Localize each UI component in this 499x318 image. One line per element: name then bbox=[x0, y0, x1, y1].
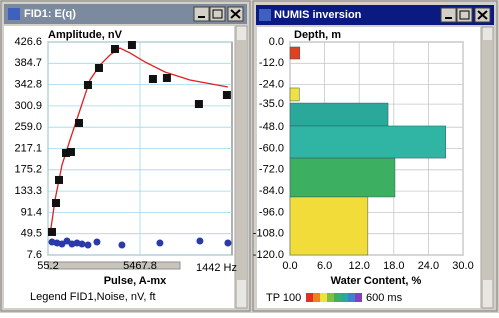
colorbar-swatch bbox=[327, 293, 334, 302]
title-bar bbox=[4, 4, 247, 24]
x-tick-label: 0.0 bbox=[282, 260, 297, 272]
colorbar-swatch bbox=[334, 293, 341, 302]
y-tick-label: -84.0 bbox=[259, 185, 284, 197]
square-marker bbox=[127, 40, 136, 49]
square-marker bbox=[61, 148, 70, 157]
y-tick-label: 49.5 bbox=[21, 228, 42, 240]
circle-marker bbox=[156, 239, 164, 247]
y-tick-label: -60.0 bbox=[259, 142, 284, 154]
circle-marker bbox=[84, 241, 92, 249]
window-icon bbox=[259, 9, 271, 21]
x-tick-label: 30.0 bbox=[452, 260, 473, 272]
colorbar-swatch bbox=[306, 293, 313, 302]
square-marker bbox=[162, 73, 171, 82]
x-tick-label: 5467.8 bbox=[123, 260, 157, 272]
square-marker bbox=[110, 45, 119, 54]
y-tick-label: 300.9 bbox=[14, 100, 42, 112]
layer-bar bbox=[289, 102, 389, 127]
circle-marker bbox=[93, 238, 101, 246]
circle-marker bbox=[118, 241, 126, 249]
minimize-button[interactable] bbox=[193, 6, 210, 22]
x-tick-label: 18.0 bbox=[383, 260, 404, 272]
y-tick-label: 259.0 bbox=[14, 121, 42, 133]
y-tick-label: -12.0 bbox=[259, 57, 284, 69]
y-tick-label: 217.1 bbox=[14, 142, 42, 154]
x-axis-label: Water Content, % bbox=[331, 275, 422, 287]
close-icon bbox=[477, 10, 488, 20]
layer-bar bbox=[289, 196, 369, 256]
square-marker bbox=[194, 100, 203, 109]
layer-bar bbox=[289, 46, 301, 60]
window-buttons bbox=[193, 6, 244, 22]
x-tick-label: 6.0 bbox=[317, 260, 332, 272]
minimize-button[interactable] bbox=[440, 7, 457, 23]
y-tick-label: 133.3 bbox=[14, 185, 42, 197]
square-marker bbox=[222, 91, 231, 100]
window-icon bbox=[8, 8, 20, 20]
y-tick-label: 426.6 bbox=[14, 36, 42, 48]
legend-text: Legend FID1,Noise, nV, ft bbox=[30, 291, 156, 303]
y-tick-label: 384.7 bbox=[14, 57, 42, 69]
square-marker bbox=[66, 148, 75, 157]
colorbar-swatch bbox=[355, 293, 362, 302]
close-icon bbox=[230, 9, 241, 19]
x-tick-label: 55.2 bbox=[37, 260, 58, 272]
y-tick-label: -24.0 bbox=[259, 79, 284, 91]
x-tick-label: 12.0 bbox=[348, 260, 369, 272]
scroll-thumb[interactable] bbox=[483, 40, 492, 280]
frequency-label: 1442 Hz bbox=[196, 262, 237, 274]
colorbar-swatch bbox=[320, 293, 327, 302]
y-tick-label: -72.0 bbox=[259, 164, 284, 176]
circle-marker bbox=[196, 237, 204, 245]
y-tick-label: 7.6 bbox=[27, 249, 42, 261]
y-axis-label: Amplitude, nV bbox=[48, 29, 123, 41]
circle-marker bbox=[78, 240, 86, 248]
x-tick-label: 24.0 bbox=[418, 260, 439, 272]
y-tick-label: -35.0 bbox=[259, 98, 284, 110]
colorbar-right-label: 600 ms bbox=[366, 292, 403, 304]
square-marker bbox=[94, 63, 103, 72]
y-tick-label: 0.0 bbox=[269, 36, 284, 48]
colorbar-swatch bbox=[341, 293, 348, 302]
square-marker bbox=[83, 81, 92, 90]
y-tick-label: -120.0 bbox=[253, 249, 284, 261]
square-marker bbox=[148, 75, 157, 84]
window-title: NUMIS inversion bbox=[274, 9, 362, 21]
scroll-thumb[interactable] bbox=[237, 40, 246, 280]
maximize-icon bbox=[459, 10, 470, 20]
circle-marker bbox=[224, 239, 232, 247]
y-tick-label: -96.0 bbox=[259, 206, 284, 218]
colorbar-left-label: TP 100 bbox=[266, 292, 301, 304]
colorbar-swatch bbox=[348, 293, 355, 302]
y-tick-label: 175.2 bbox=[14, 164, 42, 176]
window-buttons bbox=[440, 7, 491, 23]
layer-bar bbox=[289, 157, 396, 198]
layer-bar bbox=[289, 87, 300, 102]
maximize-icon bbox=[212, 9, 223, 19]
slider[interactable] bbox=[47, 261, 181, 270]
y-tick-label: -48.0 bbox=[259, 121, 284, 133]
y-tick-label: 91.4 bbox=[21, 206, 42, 218]
maximize-button[interactable] bbox=[456, 7, 473, 23]
colorbar bbox=[306, 293, 362, 302]
square-marker bbox=[47, 227, 56, 236]
y-tick-label: 342.8 bbox=[14, 79, 42, 91]
fit-line bbox=[49, 47, 229, 236]
colorbar-swatch bbox=[313, 293, 320, 302]
square-marker bbox=[54, 175, 63, 184]
square-marker bbox=[74, 118, 83, 127]
maximize-button[interactable] bbox=[209, 6, 226, 22]
title-bar bbox=[256, 5, 494, 25]
square-marker bbox=[52, 198, 61, 207]
x-axis-label: Pulse, A-mx bbox=[104, 275, 167, 287]
layer-bar bbox=[289, 125, 446, 159]
y-axis-label: Depth, m bbox=[294, 29, 341, 41]
window-title: FID1: E(q) bbox=[24, 8, 76, 20]
y-tick-label: -108.0 bbox=[253, 228, 284, 240]
